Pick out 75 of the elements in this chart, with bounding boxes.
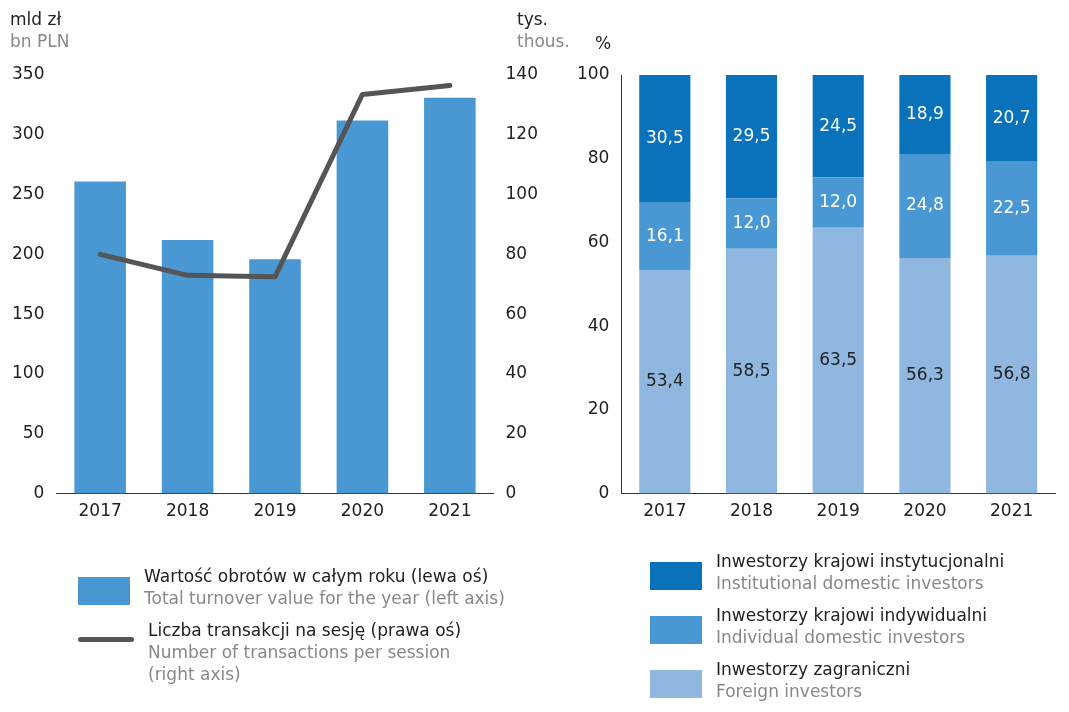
x-tick-label: 2017 bbox=[78, 500, 122, 521]
legend-label: Inwestorzy zagraniczni Foreign investors bbox=[716, 658, 911, 702]
y-tick-label: 150 bbox=[11, 302, 45, 323]
bar bbox=[249, 259, 301, 494]
x-tick-label: 2021 bbox=[990, 500, 1034, 521]
data-label: 12,0 bbox=[732, 212, 771, 233]
y-tick-label: 60 bbox=[587, 230, 610, 251]
x-tick-label: 2020 bbox=[903, 500, 947, 521]
data-label: 53,4 bbox=[645, 370, 684, 391]
bar bbox=[639, 202, 691, 271]
x-tick-label: 2019 bbox=[816, 500, 860, 521]
y-tick-label: 0 bbox=[33, 482, 45, 503]
data-label: 58,5 bbox=[732, 359, 771, 380]
y-tick-label: 200 bbox=[11, 242, 45, 263]
legend-label: Wartość obrotów w całym roku (lewa oś) Total turnover value for the year (left axis) bbox=[144, 565, 505, 609]
x-tick-label: 2017 bbox=[643, 500, 687, 521]
y-tick-label: 50 bbox=[22, 422, 45, 443]
y-axis-title: % bbox=[595, 32, 612, 54]
y2-tick-label: 120 bbox=[505, 123, 539, 144]
y2-tick-label: 20 bbox=[505, 422, 528, 443]
y-tick-label: 0 bbox=[598, 482, 610, 503]
data-label: 56,3 bbox=[906, 364, 944, 385]
y2-tick-label: 100 bbox=[505, 183, 539, 204]
bar bbox=[639, 270, 691, 494]
y2-tick-label: 60 bbox=[505, 302, 528, 323]
bar bbox=[424, 97, 476, 494]
bar bbox=[899, 257, 951, 494]
y2-tick-label: 40 bbox=[505, 362, 528, 383]
bar bbox=[725, 248, 778, 494]
y-tick-label: 20 bbox=[587, 398, 610, 419]
bar bbox=[812, 177, 864, 228]
bar bbox=[639, 75, 691, 203]
y2-tick-label: 140 bbox=[505, 63, 539, 84]
y-tick-label: 100 bbox=[576, 63, 610, 84]
data-label: 22,5 bbox=[992, 197, 1031, 218]
data-label: 29,5 bbox=[732, 125, 771, 146]
x-tick-label: 2020 bbox=[340, 500, 385, 521]
legend-label: Inwestorzy krajowi indywidualni Individual domestic investors bbox=[716, 604, 988, 648]
data-label: 18,9 bbox=[906, 102, 944, 123]
y-tick-label: 80 bbox=[587, 147, 610, 168]
bar bbox=[725, 198, 778, 249]
data-label: 16,1 bbox=[645, 224, 684, 245]
y-axis-title: mld zł bn PLN bbox=[10, 8, 70, 52]
bar bbox=[74, 181, 126, 494]
data-label: 30,5 bbox=[645, 127, 684, 148]
bar bbox=[336, 120, 389, 494]
y-tick-label: 350 bbox=[11, 63, 45, 84]
x-tick-label: 2019 bbox=[253, 500, 297, 521]
data-label: 56,8 bbox=[992, 363, 1031, 384]
bar bbox=[725, 75, 778, 199]
data-label: 20,7 bbox=[992, 106, 1031, 127]
x-tick-label: 2021 bbox=[428, 500, 472, 521]
bar bbox=[986, 161, 1038, 256]
y-tick-label: 40 bbox=[587, 314, 610, 335]
data-label: 24,5 bbox=[819, 114, 858, 135]
legend-label: Inwestorzy krajowi instytucjonalni Institutional domestic investors bbox=[716, 550, 1005, 594]
y-tick-label: 250 bbox=[11, 183, 45, 204]
bar bbox=[899, 75, 951, 155]
bar bbox=[986, 75, 1038, 162]
y2-tick-label: 0 bbox=[505, 482, 517, 503]
y2-tick-label: 80 bbox=[505, 242, 528, 263]
bar bbox=[899, 154, 951, 258]
bar bbox=[812, 75, 864, 178]
y-tick-label: 300 bbox=[11, 123, 45, 144]
x-tick-label: 2018 bbox=[729, 500, 774, 521]
data-label: 24,8 bbox=[906, 194, 944, 215]
legend-label: Liczba transakcji na sesję (prawa oś) Number of transactions per session (right axis) bbox=[148, 619, 462, 685]
data-label: 63,5 bbox=[819, 349, 858, 370]
bar bbox=[812, 227, 864, 494]
data-label: 12,0 bbox=[819, 191, 858, 212]
x-tick-label: 2018 bbox=[165, 500, 210, 521]
y-tick-label: 100 bbox=[11, 362, 45, 383]
bar bbox=[161, 240, 214, 494]
y2-axis-title: tys. thous. bbox=[517, 8, 570, 52]
bar bbox=[986, 255, 1038, 494]
